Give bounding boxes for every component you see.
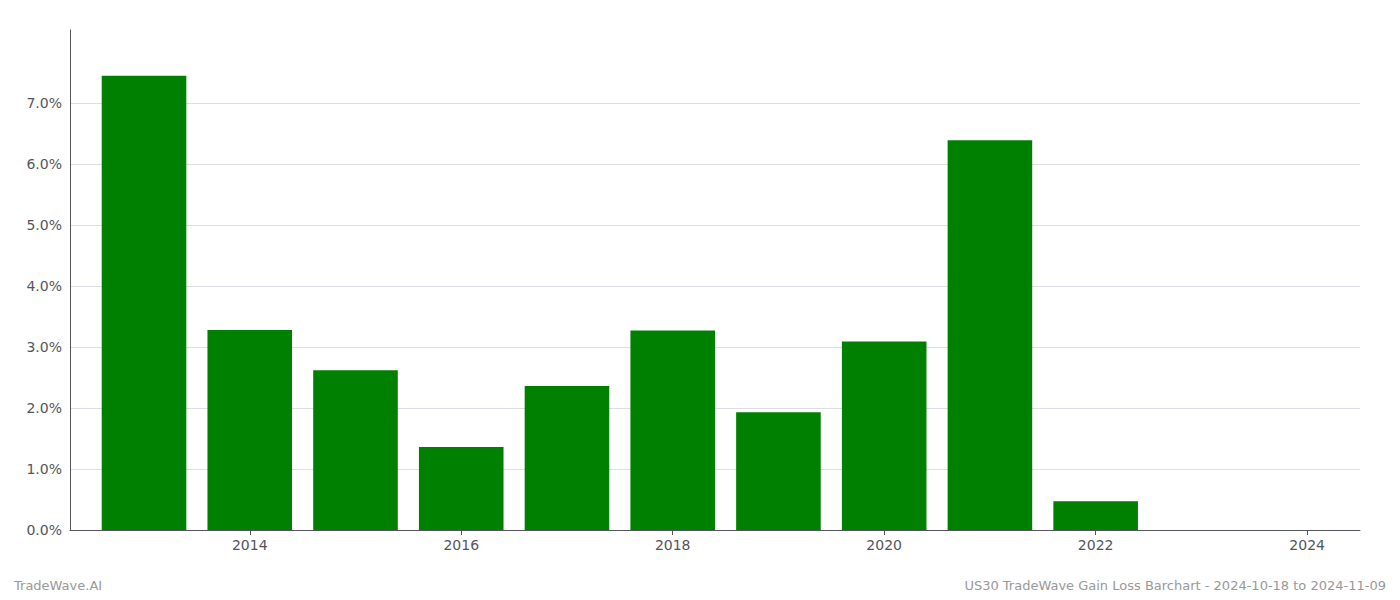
svg-text:2.0%: 2.0% — [26, 400, 62, 416]
svg-text:6.0%: 6.0% — [26, 156, 62, 172]
svg-text:2022: 2022 — [1078, 537, 1114, 553]
svg-text:US30 TradeWave Gain Loss Barch: US30 TradeWave Gain Loss Barchart - 2024… — [964, 578, 1386, 593]
svg-text:4.0%: 4.0% — [26, 278, 62, 294]
svg-text:2014: 2014 — [232, 537, 268, 553]
svg-text:2024: 2024 — [1289, 537, 1325, 553]
svg-text:2020: 2020 — [866, 537, 902, 553]
svg-text:TradeWave.AI: TradeWave.AI — [13, 578, 102, 593]
svg-text:7.0%: 7.0% — [26, 95, 62, 111]
svg-text:3.0%: 3.0% — [26, 339, 62, 355]
svg-text:0.0%: 0.0% — [26, 522, 62, 538]
svg-text:2018: 2018 — [655, 537, 691, 553]
svg-text:1.0%: 1.0% — [26, 461, 62, 477]
svg-text:5.0%: 5.0% — [26, 217, 62, 233]
svg-text:2016: 2016 — [443, 537, 479, 553]
